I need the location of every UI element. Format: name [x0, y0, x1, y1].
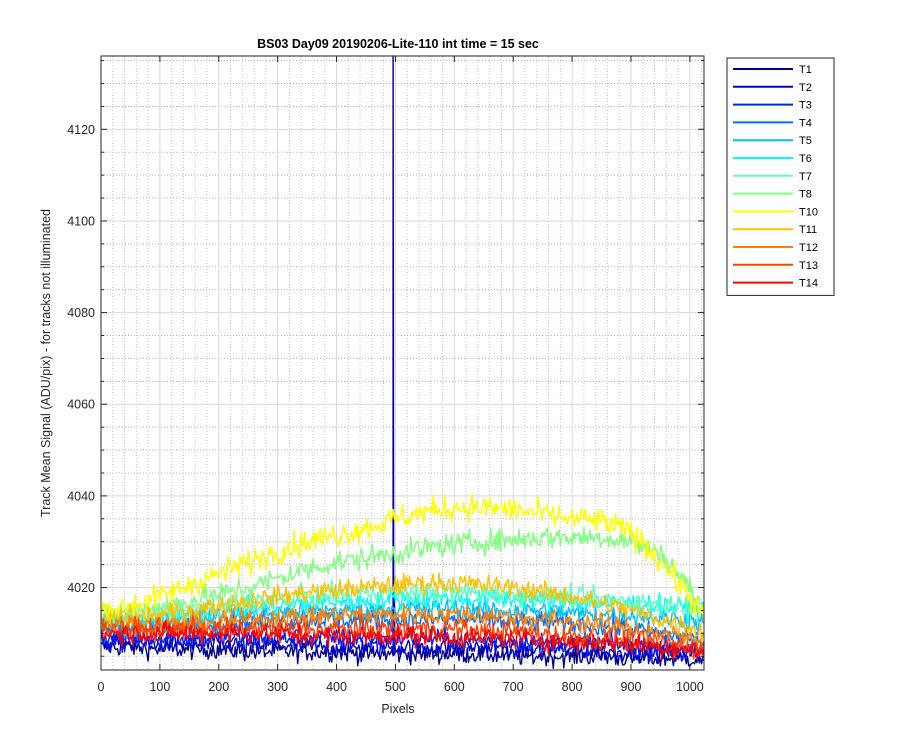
plot-area — [101, 56, 704, 670]
x-tick-label: 400 — [326, 680, 347, 694]
y-tick-label: 4120 — [67, 123, 95, 137]
legend-label-t3: T3 — [799, 100, 812, 112]
legend-label-t4: T4 — [799, 117, 812, 129]
axes-box — [100, 55, 705, 671]
series-line-t6 — [100, 586, 705, 629]
legend-label-t1: T1 — [799, 64, 812, 76]
series-line-t11 — [100, 572, 705, 644]
legend-label-t2: T2 — [799, 82, 812, 94]
chart-title: BS03 Day09 20190206-Lite-110 int time = … — [257, 37, 539, 51]
series-line-t10 — [100, 493, 705, 628]
x-tick-label: 900 — [621, 680, 642, 694]
x-tick-label: 100 — [149, 680, 170, 694]
legend-label-t6: T6 — [799, 153, 812, 165]
y-tick-label: 4080 — [67, 306, 95, 320]
y-tick-label: 4100 — [67, 214, 95, 228]
legend-label-t8: T8 — [799, 189, 812, 201]
series-line-t5 — [100, 595, 705, 639]
legend-label-t11: T11 — [799, 224, 817, 236]
y-tick-label: 4040 — [67, 489, 95, 503]
series-line-t14 — [100, 619, 705, 660]
axis-ticks: 0 100 200 300 400 500 600 700 800 900 1000 4020 4040… — [67, 56, 704, 694]
x-tick-label: 500 — [385, 680, 406, 694]
x-axis-label: Pixels — [381, 702, 414, 716]
x-tick-label: 1000 — [676, 680, 704, 694]
x-tick-label: 200 — [208, 680, 229, 694]
legend-label-t14: T14 — [799, 278, 818, 290]
y-tick-label: 4020 — [67, 581, 95, 595]
legend-label-t13: T13 — [799, 260, 818, 272]
legend-label-t12: T12 — [799, 242, 818, 254]
x-tick-label: 300 — [267, 680, 288, 694]
legend-label-t10: T10 — [799, 206, 818, 218]
x-tick-label: 800 — [562, 680, 583, 694]
x-tick-label: 700 — [503, 680, 524, 694]
legend: T1 T2 T3 T4 T5 T6 T7 T8 T10 T11 T12 T13 T14 — [726, 57, 835, 296]
legend-label-t5: T5 — [799, 135, 812, 147]
x-tick-label: 0 — [98, 680, 105, 694]
y-tick-label: 4060 — [67, 398, 95, 412]
series-line-t12 — [100, 603, 705, 649]
legend-label-t7: T7 — [799, 171, 812, 183]
series-line-t8 — [100, 526, 705, 623]
series-lines — [100, 55, 705, 669]
x-tick-label: 600 — [444, 680, 465, 694]
y-axis-label: Track Mean Signal (ADU/pix) - for tracks… — [39, 209, 53, 517]
